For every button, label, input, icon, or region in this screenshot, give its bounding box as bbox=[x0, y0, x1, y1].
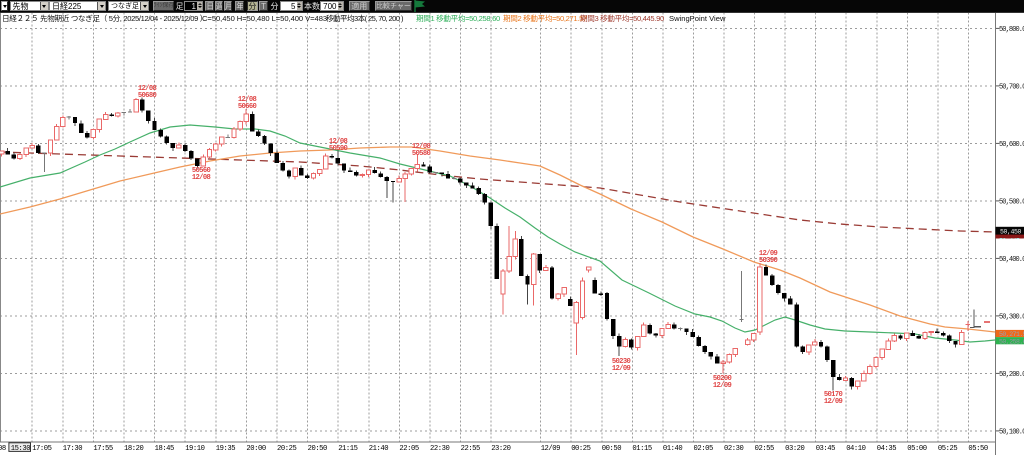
svg-text:50560: 50560 bbox=[192, 167, 211, 175]
svg-text:12/09: 12/09 bbox=[713, 382, 732, 390]
svg-text:17:05: 17:05 bbox=[32, 445, 51, 453]
svg-text:50230: 50230 bbox=[612, 358, 631, 366]
svg-text:04:35: 04:35 bbox=[877, 445, 896, 453]
svg-text:日経２２５ 先物期近 つなぎ足（ 5分, 2025/12/0: 日経２２５ 先物期近 つなぎ足（ 5分, 2025/12/04 - 2025/1… bbox=[2, 13, 207, 23]
svg-text:50,258.60: 50,258.60 bbox=[999, 338, 1024, 345]
svg-text:01:40: 01:40 bbox=[663, 445, 682, 453]
svg-text:01:15: 01:15 bbox=[632, 445, 651, 453]
svg-text:50590: 50590 bbox=[329, 145, 348, 153]
svg-text:SwingPoint View: SwingPoint View bbox=[669, 14, 726, 23]
svg-text:22:05: 22:05 bbox=[399, 445, 418, 453]
svg-text:期間3 移動平均=50,445.90: 期間3 移動平均=50,445.90 bbox=[580, 13, 664, 23]
svg-text:05:00: 05:00 bbox=[907, 445, 926, 453]
svg-text:18:45: 18:45 bbox=[155, 445, 174, 453]
svg-text:50,600.00: 50,600.00 bbox=[999, 141, 1024, 149]
svg-text:C=50,450 H=50,480 L=50,400 V=4: C=50,450 H=50,480 L=50,400 V=483 bbox=[202, 14, 327, 23]
svg-text:50,700.00: 50,700.00 bbox=[999, 83, 1024, 91]
svg-text:18:20: 18:20 bbox=[124, 445, 143, 453]
svg-text:04:10: 04:10 bbox=[846, 445, 865, 453]
svg-text:12/08: 12/08 bbox=[192, 174, 211, 182]
svg-text:移動平均3本( 25, 70, 200 ): 移動平均3本( 25, 70, 200 ) bbox=[326, 13, 404, 23]
svg-text:期間1 移動平均=50,258.60: 期間1 移動平均=50,258.60 bbox=[416, 13, 500, 23]
svg-text:50,100.00: 50,100.00 bbox=[999, 428, 1024, 436]
svg-text:21:40: 21:40 bbox=[369, 445, 388, 453]
svg-text:50390: 50390 bbox=[759, 257, 778, 265]
svg-text:20:25: 20:25 bbox=[277, 445, 296, 453]
svg-text:50580: 50580 bbox=[412, 150, 431, 158]
svg-text:12/09: 12/09 bbox=[541, 445, 560, 453]
svg-text:50,400.00: 50,400.00 bbox=[999, 256, 1024, 264]
svg-text:05:25: 05:25 bbox=[938, 445, 957, 453]
svg-text:17:55: 17:55 bbox=[93, 445, 112, 453]
svg-text:50,800.00: 50,800.00 bbox=[999, 26, 1024, 34]
svg-text:19:10: 19:10 bbox=[185, 445, 204, 453]
svg-text:12/08: 12/08 bbox=[412, 143, 431, 151]
svg-text:12/08: 12/08 bbox=[329, 138, 348, 146]
svg-text:50,300.00: 50,300.00 bbox=[999, 313, 1024, 321]
svg-text:02:05: 02:05 bbox=[694, 445, 713, 453]
svg-text:50660: 50660 bbox=[238, 103, 257, 111]
svg-text:50,271.57: 50,271.57 bbox=[999, 331, 1024, 338]
svg-text:50,450: 50,450 bbox=[1000, 229, 1022, 236]
svg-text:期間2 移動平均=50,271.57: 期間2 移動平均=50,271.57 bbox=[503, 13, 587, 23]
svg-text:15:30: 15:30 bbox=[11, 445, 30, 453]
svg-text:02:55: 02:55 bbox=[755, 445, 774, 453]
svg-text:50,445.90: 50,445.90 bbox=[999, 238, 1024, 245]
svg-text:12/09: 12/09 bbox=[824, 398, 843, 406]
svg-text:19:35: 19:35 bbox=[216, 445, 235, 453]
svg-text:08: 08 bbox=[0, 445, 6, 453]
svg-text:00:50: 00:50 bbox=[602, 445, 621, 453]
svg-text:50680: 50680 bbox=[138, 92, 157, 100]
svg-text:03:20: 03:20 bbox=[785, 445, 804, 453]
svg-text:12/09: 12/09 bbox=[612, 365, 631, 373]
svg-text:50,200.00: 50,200.00 bbox=[999, 371, 1024, 379]
svg-text:02:30: 02:30 bbox=[724, 445, 743, 453]
svg-text:20:50: 20:50 bbox=[308, 445, 327, 453]
svg-text:22:55: 22:55 bbox=[461, 445, 480, 453]
svg-text:12/08: 12/08 bbox=[238, 96, 257, 104]
svg-text:12/08: 12/08 bbox=[138, 85, 157, 93]
svg-text:03:45: 03:45 bbox=[816, 445, 835, 453]
svg-text:22:30: 22:30 bbox=[430, 445, 449, 453]
svg-text:12/09: 12/09 bbox=[759, 250, 778, 258]
svg-text:20:00: 20:00 bbox=[246, 445, 265, 453]
svg-text:23:20: 23:20 bbox=[491, 445, 510, 453]
svg-text:05:50: 05:50 bbox=[968, 445, 987, 453]
svg-text:17:30: 17:30 bbox=[63, 445, 82, 453]
svg-text:00:25: 00:25 bbox=[571, 445, 590, 453]
svg-text:50170: 50170 bbox=[824, 391, 843, 399]
svg-text:50200: 50200 bbox=[713, 375, 732, 383]
svg-text:50,500.00: 50,500.00 bbox=[999, 198, 1024, 206]
svg-text:21:15: 21:15 bbox=[338, 445, 357, 453]
